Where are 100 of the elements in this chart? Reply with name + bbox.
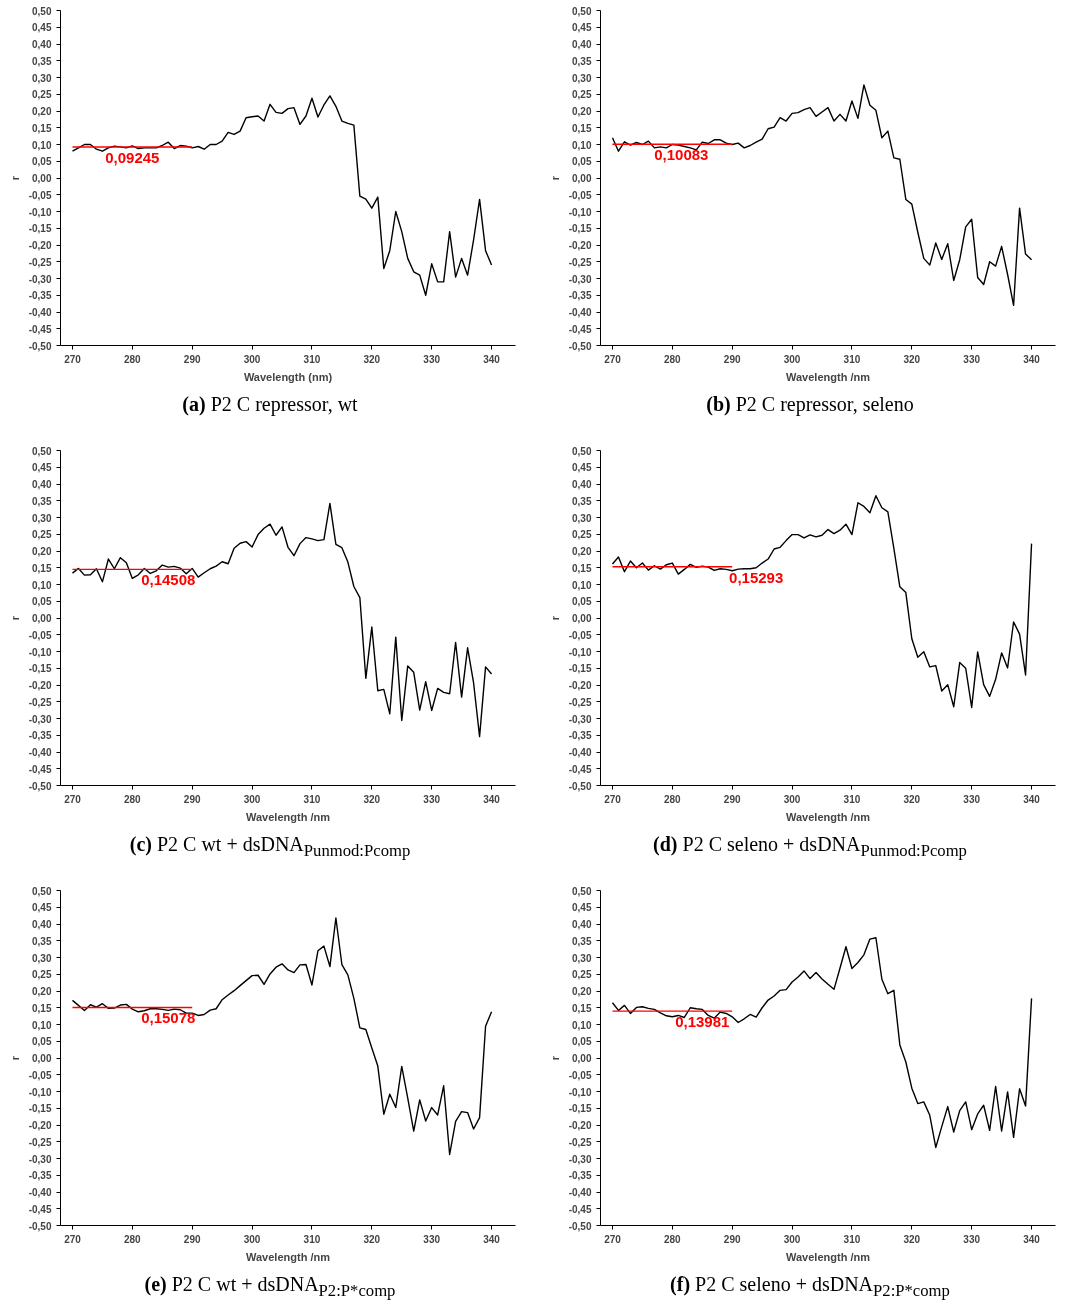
x-tick-label: 320 — [903, 793, 921, 805]
x-tick-label: 340 — [483, 793, 501, 805]
y-tick-label: 0,30 — [32, 952, 52, 964]
x-tick-label: 300 — [243, 793, 261, 805]
y-tick-label: -0,40 — [568, 1187, 592, 1198]
y-tick-label: -0,20 — [28, 1120, 52, 1131]
y-tick-label: -0,40 — [28, 1187, 52, 1198]
y-tick-label: 0,50 — [32, 445, 52, 457]
x-axis-title: Wavelength /nm — [786, 370, 871, 383]
y-tick-label: -0,20 — [568, 680, 592, 691]
y-tick-label: 0,15 — [32, 562, 52, 574]
y-tick-label: -0,35 — [568, 730, 592, 742]
y-tick-label: 0,20 — [32, 106, 52, 117]
y-tick-label: 0,45 — [32, 902, 52, 914]
y-tick-label: -0,05 — [568, 629, 592, 641]
x-tick-label: 310 — [303, 353, 321, 365]
x-tick-label: 330 — [423, 793, 441, 805]
y-tick-label: 0,35 — [572, 55, 592, 67]
y-tick-label: -0,40 — [568, 747, 592, 758]
text: (a) P2 C repressor, wt — [182, 392, 358, 418]
x-tick-label: 320 — [363, 353, 381, 365]
y-tick-label: -0,30 — [568, 1153, 592, 1165]
y-tick-label: 0,30 — [572, 72, 592, 84]
y-tick-label: 0,00 — [32, 613, 52, 624]
y-tick-label: -0,35 — [568, 1170, 592, 1182]
y-tick-label: 0,05 — [32, 596, 52, 608]
y-tick-label: 0,00 — [32, 173, 52, 184]
annotation: 0,13981 — [675, 1013, 730, 1031]
y-tick-label: 0,20 — [32, 546, 52, 557]
x-tick-label: 320 — [363, 793, 381, 805]
y-tick-label: -0,50 — [28, 1220, 52, 1232]
y-tick-label: -0,45 — [568, 1203, 592, 1215]
x-tick-label: 270 — [64, 793, 82, 805]
y-tick-label: 0,30 — [572, 952, 592, 964]
y-tick-label: 0,30 — [572, 512, 592, 524]
y-tick-label: -0,45 — [568, 323, 592, 335]
y-tick-label: 0,35 — [32, 495, 52, 507]
x-tick-label: 290 — [183, 793, 201, 805]
x-tick-label: 330 — [963, 353, 981, 365]
x-axis-title: Wavelength (nm) — [243, 370, 333, 383]
y-tick-label: -0,10 — [568, 646, 592, 658]
y-tick-label: 0,10 — [32, 579, 52, 591]
annotation: 0,15293 — [729, 568, 784, 586]
y-tick-label: -0,15 — [568, 1103, 592, 1115]
x-tick-label: 320 — [903, 353, 921, 365]
y-tick-label: -0,15 — [28, 1103, 52, 1115]
y-axis-title: r — [548, 175, 561, 181]
x-tick-label: 330 — [963, 1233, 981, 1245]
x-tick-label: 300 — [783, 793, 801, 805]
y-tick-label: -0,50 — [28, 780, 52, 792]
y-tick-label: 0,30 — [32, 512, 52, 524]
y-tick-label: 0,15 — [32, 122, 52, 134]
y-tick-label: 0,20 — [32, 986, 52, 997]
y-tick-label: 0,40 — [32, 919, 52, 930]
line-series — [611, 84, 1033, 306]
y-tick-label: -0,05 — [28, 1069, 52, 1081]
y-tick-label: -0,30 — [28, 273, 52, 285]
y-tick-label: 0,10 — [572, 579, 592, 591]
y-tick-label: -0,25 — [568, 696, 592, 708]
y-tick-label: -0,45 — [28, 1203, 52, 1215]
y-tick-label: -0,15 — [568, 223, 592, 235]
y-tick-label: -0,10 — [28, 646, 52, 658]
x-tick-label: 270 — [604, 353, 622, 365]
y-tick-label: 0,35 — [572, 935, 592, 947]
x-tick-label: 310 — [843, 353, 861, 365]
y-tick-label: -0,25 — [28, 256, 52, 268]
y-tick-label: 0,05 — [32, 156, 52, 168]
line-series — [71, 917, 493, 1156]
y-tick-label: 0,20 — [572, 546, 592, 557]
y-axis-title: r — [8, 1055, 21, 1061]
y-tick-label: -0,20 — [28, 680, 52, 691]
y-tick-label: -0,10 — [28, 206, 52, 218]
y-tick-label: -0,35 — [28, 730, 52, 742]
y-tick-label: -0,50 — [568, 340, 592, 352]
y-tick-label: 0,25 — [32, 969, 52, 981]
annotation: 0,15078 — [141, 1009, 196, 1027]
y-tick-label: -0,35 — [568, 290, 592, 302]
x-tick-label: 280 — [664, 793, 682, 805]
y-tick-label: 0,10 — [572, 139, 592, 151]
y-tick-label: 0,40 — [572, 479, 592, 490]
x-tick-label: 330 — [423, 353, 441, 365]
y-tick-label: 0,45 — [32, 22, 52, 34]
y-tick-label: -0,50 — [568, 1220, 592, 1232]
y-tick-label: 0,00 — [32, 1053, 52, 1064]
x-tick-label: 340 — [1023, 353, 1041, 365]
x-tick-label: 310 — [843, 1233, 861, 1245]
x-axis-title: Wavelength /nm — [786, 1250, 871, 1263]
x-axis-title: Wavelength /nm — [786, 810, 871, 823]
y-tick-label: -0,05 — [28, 189, 52, 201]
x-tick-label: 320 — [363, 1233, 381, 1245]
y-tick-label: 0,10 — [32, 139, 52, 151]
y-tick-label: -0,10 — [568, 1086, 592, 1098]
text: (b) P2 C repressor, seleno — [706, 392, 914, 418]
y-tick-label: -0,50 — [568, 780, 592, 792]
y-tick-label: -0,50 — [28, 340, 52, 352]
y-tick-label: 0,35 — [572, 495, 592, 507]
y-tick-label: -0,40 — [28, 747, 52, 758]
x-tick-label: 270 — [604, 793, 622, 805]
text: (f) P2 C seleno + dsDNA$_{P2:P*comp}$ — [670, 1272, 950, 1302]
annotation: 0,09245 — [105, 149, 160, 167]
